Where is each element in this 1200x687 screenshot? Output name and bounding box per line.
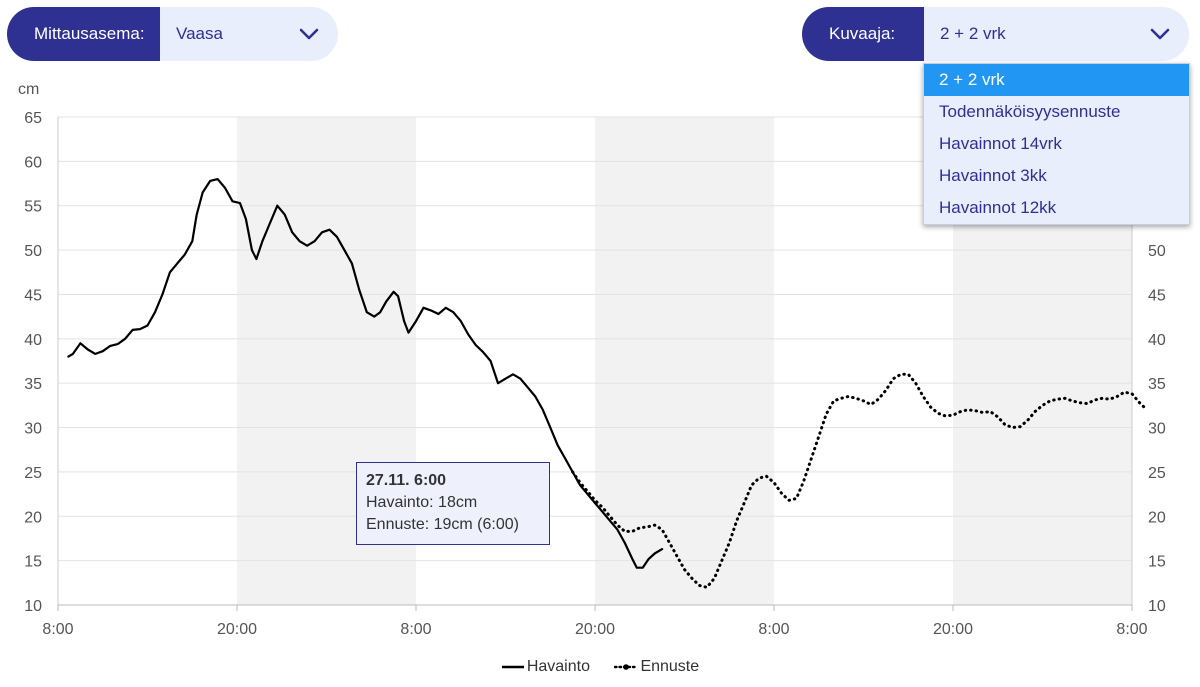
chevron-down-icon[interactable]	[1147, 21, 1173, 47]
chart-tooltip: 27.11. 6:00 Havainto: 18cm Ennuste: 19cm…	[356, 462, 550, 545]
y-tick-label: 10	[24, 598, 42, 615]
y-tick-label: 15	[1148, 554, 1166, 571]
y-tick-label: 20	[24, 509, 42, 526]
y-tick-label: 50	[1148, 243, 1166, 260]
tooltip-observation: Havainto: 18cm	[366, 494, 478, 511]
y-tick-label: 55	[24, 199, 42, 216]
graph-type-option[interactable]: Havainnot 3kk	[939, 166, 1047, 185]
dotted-line-icon	[614, 664, 639, 670]
series-lines	[67, 178, 1149, 589]
x-tick-label: 20:00	[575, 621, 615, 638]
y-tick-label: 25	[24, 465, 42, 482]
graph-type-option[interactable]: Todennäköisyysennuste	[939, 102, 1121, 121]
x-tick-label: 8:00	[400, 621, 431, 638]
y-tick-label: 30	[1148, 421, 1166, 438]
y-tick-label: 50	[24, 243, 42, 260]
x-tick-label: 8:00	[1116, 621, 1147, 638]
y-tick-label: 35	[24, 376, 42, 393]
series-line-havainto	[67, 178, 664, 569]
graph-type-option[interactable]: 2 + 2 vrk	[924, 64, 1189, 96]
x-tick-label: 8:00	[42, 621, 73, 638]
y-tick-label: 10	[1148, 598, 1166, 615]
y-axis-unit-label: cm	[18, 81, 39, 98]
tooltip-title: 27.11. 6:00	[366, 472, 447, 489]
x-tick-label: 20:00	[217, 621, 257, 638]
chart-legend: Havainto Ennuste	[0, 658, 1200, 677]
station-selector-label: Mittausasema:	[7, 7, 160, 61]
graph-type-dropdown-menu[interactable]: 2 + 2 vrk Todennäköisyysennuste Havainnot …	[923, 63, 1190, 225]
station-selector[interactable]: Mittausasema: Vaasa	[7, 7, 338, 61]
y-tick-label: 30	[24, 421, 42, 438]
tooltip-forecast: Ennuste: 19cm (6:00)	[366, 516, 519, 533]
graph-type-selector[interactable]: Kuvaaja: 2 + 2 vrk	[802, 7, 1189, 61]
y-tick-label: 65	[24, 110, 42, 127]
graph-type-selector-label: Kuvaaja:	[802, 7, 924, 61]
legend-item-forecast[interactable]: Ennuste	[614, 658, 699, 676]
legend-item-observation[interactable]: Havainto	[501, 658, 590, 676]
y-tick-label: 40	[24, 332, 42, 349]
y-tick-label: 25	[1148, 465, 1166, 482]
x-axis: 8:00 20:00 8:00 20:00 8:00 20:00 8:00	[42, 605, 1148, 638]
graph-type-option[interactable]: Havainnot 14vrk	[939, 134, 1062, 153]
graph-type-select[interactable]: 2 + 2 vrk	[924, 7, 1189, 61]
night-band	[595, 117, 774, 605]
chevron-down-icon[interactable]	[296, 21, 322, 47]
y-axis-left: 10 15 20 25 30 35 40 45 50 55 60 65	[24, 110, 42, 615]
x-tick-label: 8:00	[758, 621, 789, 638]
y-tick-label: 20	[1148, 509, 1166, 526]
y-tick-label: 45	[1148, 287, 1166, 304]
graph-type-select-value: 2 + 2 vrk	[940, 24, 1006, 43]
y-tick-label: 60	[24, 154, 42, 171]
graph-type-option[interactable]: Havainnot 12kk	[939, 198, 1057, 217]
y-tick-label: 15	[24, 554, 42, 571]
series-line-ennuste	[571, 372, 1149, 589]
y-tick-label: 35	[1148, 376, 1166, 393]
legend-label-observation: Havainto	[526, 658, 590, 675]
y-tick-label: 40	[1148, 332, 1166, 349]
station-select-value: Vaasa	[176, 24, 223, 43]
y-tick-label: 45	[24, 287, 42, 304]
solid-line-icon	[501, 665, 524, 669]
x-tick-label: 20:00	[933, 621, 973, 638]
station-select[interactable]: Vaasa	[160, 7, 338, 61]
legend-label-forecast: Ennuste	[640, 658, 700, 675]
